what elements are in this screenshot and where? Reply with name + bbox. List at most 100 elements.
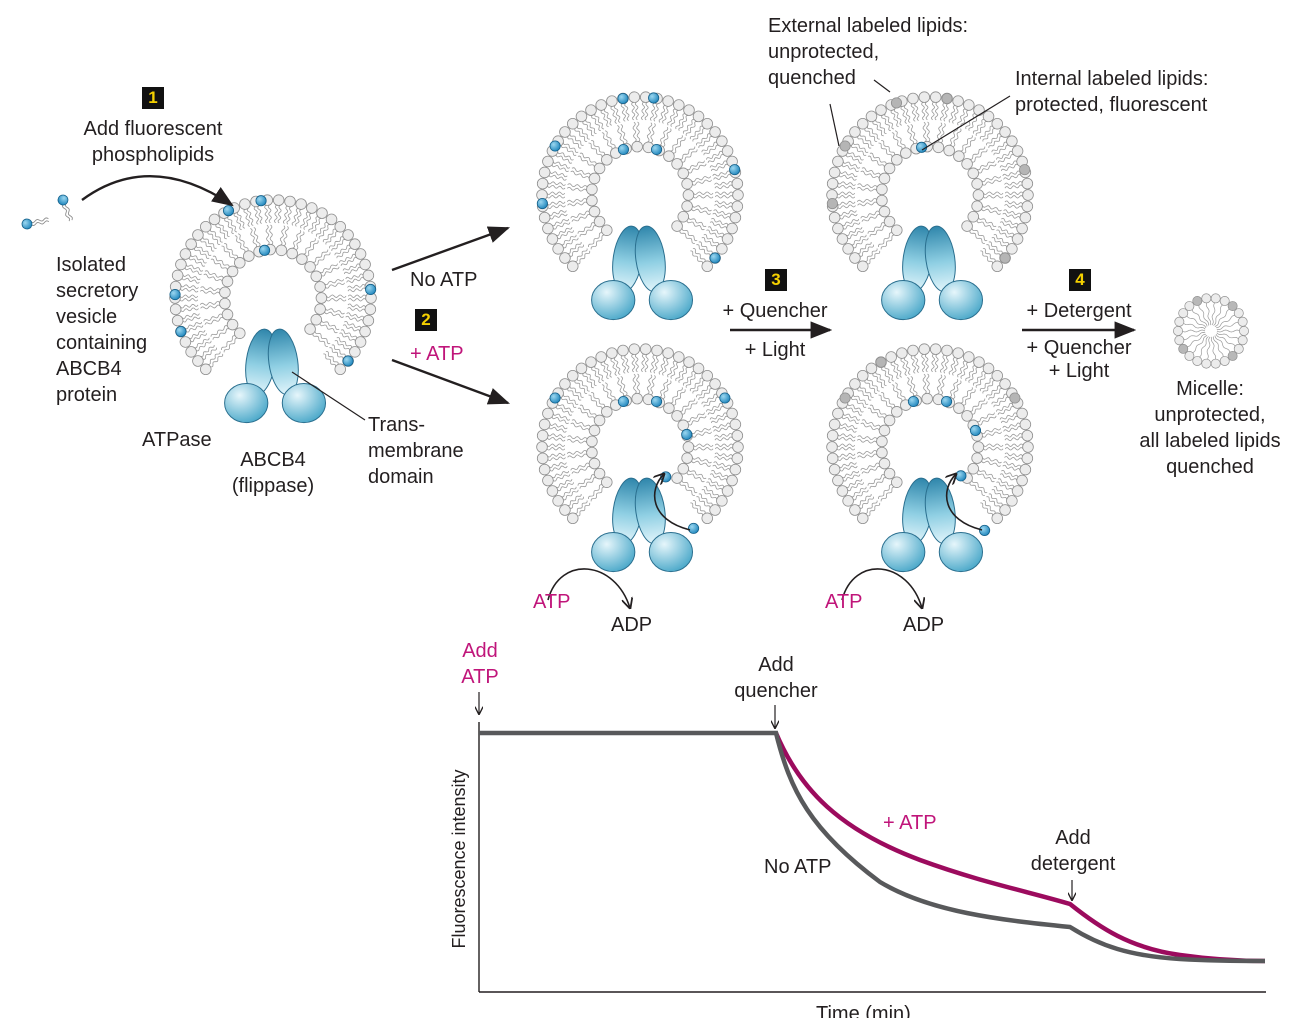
transmembrane-label: Trans- membrane domain xyxy=(368,414,464,488)
abcb4-protein xyxy=(591,225,694,321)
labeled-lipids xyxy=(839,356,1021,536)
labeled-lipids xyxy=(826,92,1031,264)
free-lipid xyxy=(57,194,73,222)
fluorescent-lipid xyxy=(255,195,267,207)
vesicle-layer xyxy=(169,91,1249,573)
add-detergent-label: Add detergent xyxy=(1030,827,1116,875)
add-quencher-label: Add quencher xyxy=(734,654,818,702)
no-atp-curve xyxy=(479,730,1266,964)
arrow-layer xyxy=(81,79,1137,608)
internal-pointer xyxy=(921,95,1011,151)
quenched-lipid xyxy=(875,356,887,368)
fluorescent-lipid xyxy=(617,143,629,156)
quenched-lipid xyxy=(826,197,838,210)
abcb4-protein xyxy=(881,225,984,321)
atpase-domain-right xyxy=(648,279,694,321)
vesicle-plus-atp-quenched xyxy=(826,343,1034,573)
external-lipids-label: External labeled lipids: unprotected, qu… xyxy=(768,15,969,89)
atpase-domain-left xyxy=(591,531,636,573)
fluorescent-lipid xyxy=(709,252,721,264)
step-1-label: Add fluorescent phospholipids xyxy=(83,118,223,166)
lipid-tails xyxy=(836,101,1024,265)
quenched-lipid xyxy=(1009,392,1021,404)
step-3-light-label: + Light xyxy=(744,339,806,361)
atpase-domain-left xyxy=(881,279,926,321)
fluorescent-lipid xyxy=(651,143,663,156)
fluorescent-lipid xyxy=(549,140,561,152)
vesicle-no-atp-quenched xyxy=(826,91,1034,321)
fluorescent-lipid xyxy=(259,244,271,256)
step-2-badge: 2 xyxy=(415,309,437,331)
fluorescent-lipid xyxy=(979,524,991,536)
free-fluorescent-lipids xyxy=(21,194,73,230)
lipid-tails xyxy=(546,101,734,265)
no-atp-label: No ATP xyxy=(410,269,478,291)
step-4-badge: 4 xyxy=(1069,269,1091,291)
atpase-label: ATPase xyxy=(142,429,212,451)
micelle-label: Micelle: unprotected, all labeled lipids… xyxy=(1139,378,1281,478)
vesicle-plus-atp-before xyxy=(536,343,744,573)
step-4-quencher-light-label: + Quencher + Light xyxy=(1026,337,1132,382)
labeled-lipids xyxy=(169,195,377,367)
fluorescent-lipid xyxy=(651,395,663,408)
abcb4-protein xyxy=(591,477,694,573)
atp-label-right: ATP xyxy=(825,591,863,613)
y-axis-label: Fluorescence intensity xyxy=(449,769,469,949)
step-3-quencher-label: + Quencher xyxy=(722,300,828,322)
abcb4-protein xyxy=(881,477,984,573)
vesicle-label: Isolated secretory vesicle containing AB… xyxy=(56,254,148,406)
fluorescent-lipid xyxy=(907,395,919,408)
step-4-detergent-label: + Detergent xyxy=(1026,300,1132,322)
atpase-domain-right xyxy=(648,531,694,573)
atpase-domain-left xyxy=(591,279,636,321)
quenched-lipid xyxy=(941,92,953,105)
flip-arrow-left xyxy=(655,474,691,531)
plus-atp-label: + ATP xyxy=(410,343,464,365)
fluorescent-lipid xyxy=(688,522,700,534)
plus-atp-curve xyxy=(773,732,1266,964)
x-axis-label: Time (min) xyxy=(816,1003,911,1018)
quenched-lipid xyxy=(999,252,1011,264)
flip-arrow-right xyxy=(947,474,983,531)
plus-atp-curve-label: + ATP xyxy=(883,812,937,834)
abcb4-label: ABCB4 (flippase) xyxy=(231,449,315,497)
atp-turnover-arrow-left xyxy=(547,568,630,608)
fluorescent-lipid xyxy=(222,205,235,217)
internal-lipids-label: Internal labeled lipids: protected, fluo… xyxy=(1015,68,1209,116)
no-atp-curve-label: No ATP xyxy=(764,856,832,878)
lipid-heads xyxy=(536,343,744,525)
fluorescent-lipid xyxy=(916,141,928,153)
fluorescent-lipid xyxy=(648,92,660,104)
lipid-heads xyxy=(826,91,1034,273)
fluorescence-graph xyxy=(479,692,1266,993)
step-3-badge: 3 xyxy=(765,269,787,291)
atpase-domain-left xyxy=(881,531,926,573)
plus-atp-arrow xyxy=(391,358,511,405)
adp-label-right: ADP xyxy=(903,614,945,636)
micelle xyxy=(1173,293,1249,369)
fluorescent-lipid xyxy=(617,395,629,408)
fluorescent-lipid xyxy=(719,392,731,404)
atpase-domain-right xyxy=(938,531,984,573)
atpase-domain-right xyxy=(938,279,984,321)
vesicle-start xyxy=(169,194,377,424)
step1-arrow xyxy=(81,175,234,207)
quenched-lipid xyxy=(839,392,851,404)
free-lipid xyxy=(21,217,50,230)
lipid-tails xyxy=(546,353,734,517)
fluorescent-lipid xyxy=(617,92,629,105)
no-atp-arrow xyxy=(391,226,511,272)
fluorescent-lipid xyxy=(169,289,181,301)
atp-turnover-arrow-right xyxy=(841,568,922,608)
transmembrane-pointer xyxy=(291,371,366,421)
adp-label-left: ADP xyxy=(611,614,653,636)
quenched-lipid xyxy=(890,97,903,109)
quenched-lipid xyxy=(839,140,851,152)
vesicle-no-atp-before xyxy=(536,91,744,321)
lipid-tails xyxy=(836,353,1024,517)
fluorescent-lipid xyxy=(681,428,693,441)
lipid-heads xyxy=(169,194,377,376)
lipid-tails xyxy=(179,204,367,368)
external-pointer-2 xyxy=(873,79,891,93)
